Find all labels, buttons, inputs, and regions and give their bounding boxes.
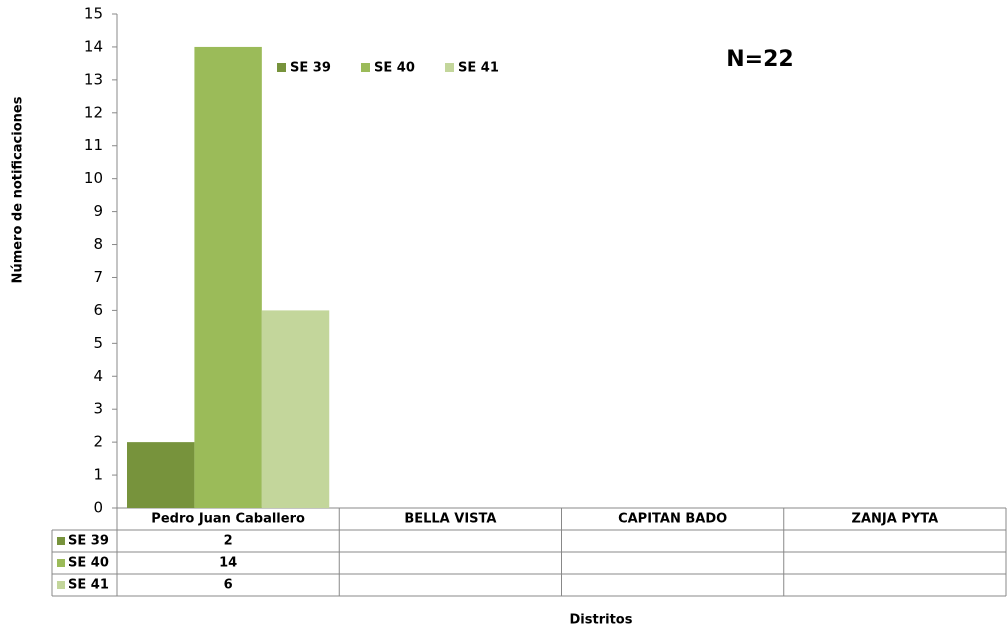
annotation: N=22 — [726, 47, 793, 72]
table-legend-label: SE 41 — [68, 578, 109, 593]
x-tick-label: CAPITAN BADO — [618, 512, 727, 527]
y-axis-title: Número de notificaciones — [11, 96, 26, 283]
y-tick-label: 1 — [93, 466, 103, 484]
y-tick-label: 14 — [84, 37, 103, 55]
table-value: 14 — [219, 556, 237, 571]
x-tick-label: BELLA VISTA — [404, 512, 496, 527]
y-tick-label: 9 — [93, 202, 103, 220]
legend-label: SE 40 — [374, 61, 415, 76]
legend-swatch — [57, 581, 65, 589]
table-legend-label: SE 40 — [68, 556, 109, 571]
legend-swatch — [361, 63, 370, 72]
y-tick-label: 15 — [84, 5, 103, 23]
y-tick-label: 5 — [93, 334, 103, 352]
table-legend-label: SE 39 — [68, 534, 109, 549]
y-tick-label: 4 — [93, 367, 103, 385]
y-tick-label: 0 — [93, 499, 103, 517]
x-tick-label: Pedro Juan Caballero — [151, 512, 305, 527]
y-tick-label: 13 — [84, 70, 103, 88]
bar — [261, 310, 330, 508]
legend-swatch — [277, 63, 286, 72]
table-value: 2 — [224, 534, 233, 549]
y-tick-label: 3 — [93, 400, 103, 418]
y-tick-label: 10 — [84, 169, 103, 187]
y-tick-label: 6 — [93, 301, 103, 319]
legend-swatch — [57, 559, 65, 567]
y-tick-label: 7 — [93, 268, 103, 286]
y-tick-label: 2 — [93, 433, 103, 451]
legend-label: SE 39 — [290, 61, 331, 76]
legend-label: SE 41 — [458, 61, 499, 76]
y-tick-label: 11 — [84, 136, 103, 154]
x-tick-label: ZANJA PYTA — [852, 512, 939, 527]
x-axis-title: Distritos — [570, 613, 633, 628]
bar — [194, 46, 262, 508]
y-tick-label: 12 — [84, 103, 103, 121]
y-tick-label: 8 — [93, 235, 103, 253]
legend-swatch — [445, 63, 454, 72]
bar — [127, 442, 195, 508]
table-value: 6 — [224, 578, 233, 593]
legend-swatch — [57, 537, 65, 545]
